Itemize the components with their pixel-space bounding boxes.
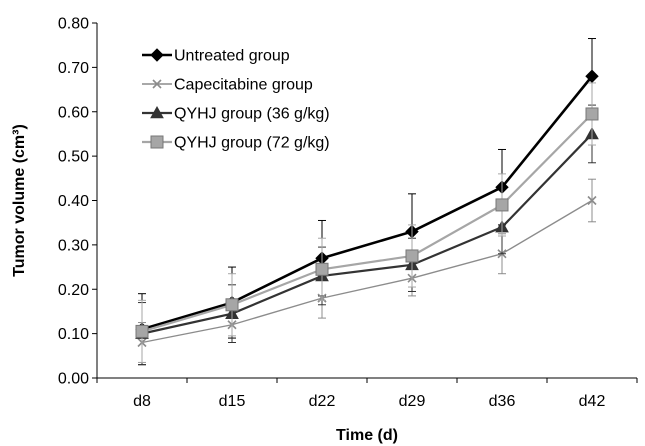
- y-tick-label: 0.10: [58, 326, 89, 343]
- y-tick-label: 0.20: [58, 282, 89, 299]
- x-tick-label: d15: [219, 393, 246, 410]
- legend-label: Capecitabine group: [174, 77, 313, 94]
- y-tick-label: 0.30: [58, 237, 89, 254]
- series-line: [141, 75, 594, 331]
- legend-marker: [152, 79, 162, 89]
- x-tick-label: d36: [489, 393, 516, 410]
- y-tick-labels: 0.00 0.10 0.20 0.30 0.40 0.50 0.60 0.70 0.80: [58, 16, 89, 388]
- y-axis-title: Tumor volume (cm³): [11, 124, 28, 277]
- y-tick-label: 0.00: [58, 371, 89, 388]
- y-tick-label: 0.70: [58, 60, 89, 77]
- legend-label: Untreated group: [174, 48, 290, 65]
- data-point: [585, 69, 599, 83]
- legend-label: QYHJ group (36 g/kg): [174, 106, 330, 123]
- x-tick-label: d42: [579, 393, 606, 410]
- series-layer: [135, 38, 599, 366]
- data-point: [587, 195, 597, 206]
- legend-marker: [150, 135, 164, 149]
- axes: [92, 22, 638, 383]
- x-axis-title: Time (d): [336, 427, 398, 444]
- data-point: [585, 107, 599, 121]
- x-tick-label: d22: [309, 393, 336, 410]
- data-point: [315, 262, 329, 276]
- y-tick-label: 0.40: [58, 193, 89, 210]
- legend-item: Untreated group: [142, 48, 290, 65]
- legend-item: QYHJ group (36 g/kg): [142, 106, 330, 123]
- y-tick-label: 0.50: [58, 149, 89, 166]
- legend-label: QYHJ group (72 g/kg): [174, 135, 330, 152]
- x-tick-labels: d8 d15 d22 d29 d36 d42: [133, 393, 605, 410]
- series-line: [141, 113, 593, 333]
- legend-item: QYHJ group (72 g/kg): [142, 135, 330, 152]
- legend: Untreated group Capecitabine group QYHJ gr…: [142, 48, 330, 152]
- data-point: [495, 198, 509, 212]
- series-4: [135, 82, 599, 363]
- legend-item: Capecitabine group: [142, 77, 313, 94]
- series-line: [141, 199, 593, 344]
- y-tick-label: 0.60: [58, 104, 89, 121]
- legend-marker: [150, 105, 164, 119]
- x-tick-label: d29: [399, 393, 426, 410]
- data-point: [225, 298, 239, 312]
- data-point: [405, 249, 419, 263]
- series-line: [141, 133, 593, 335]
- y-tick-label: 0.80: [58, 16, 89, 33]
- x-tick-label: d8: [133, 393, 151, 410]
- data-point: [135, 324, 149, 338]
- legend-marker: [150, 48, 164, 62]
